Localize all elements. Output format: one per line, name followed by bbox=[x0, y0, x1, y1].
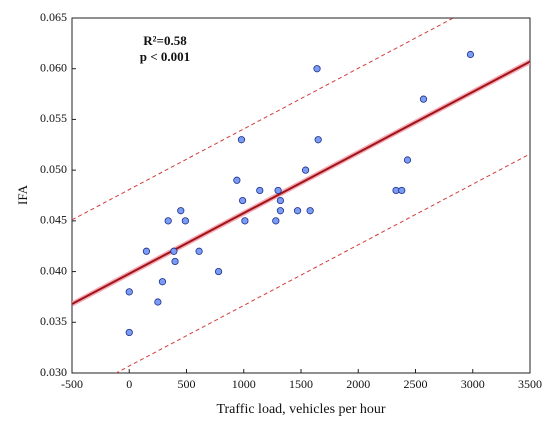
y-tick-label: 0.060 bbox=[40, 60, 67, 74]
point bbox=[237, 136, 246, 144]
point bbox=[171, 257, 179, 266]
x-tick-label: 3000 bbox=[461, 377, 485, 391]
point bbox=[466, 50, 475, 59]
x-tick-label: 500 bbox=[178, 377, 196, 391]
plot-frame bbox=[71, 17, 531, 374]
point bbox=[239, 196, 247, 205]
confidence-line bbox=[115, 153, 530, 373]
y-tick-label: 0.040 bbox=[40, 263, 67, 277]
point bbox=[272, 217, 280, 225]
confidence-line bbox=[72, 18, 455, 221]
point bbox=[314, 136, 322, 144]
x-tick-label: 2500 bbox=[404, 377, 428, 391]
point bbox=[313, 65, 321, 73]
point bbox=[195, 247, 203, 255]
x-tick-label: 2000 bbox=[346, 377, 370, 391]
x-tick-label: -500 bbox=[61, 377, 83, 391]
point bbox=[164, 217, 172, 225]
y-axis-label: IFA bbox=[15, 184, 30, 205]
point bbox=[276, 207, 284, 215]
x-tick-label: 1000 bbox=[232, 377, 256, 391]
point bbox=[233, 176, 241, 184]
point bbox=[274, 186, 282, 195]
point bbox=[181, 217, 189, 225]
y-tick-label: 0.030 bbox=[40, 365, 67, 379]
annotation: R²=0.58 bbox=[143, 33, 187, 48]
point bbox=[398, 186, 406, 195]
point bbox=[170, 247, 178, 255]
x-tick-label: 1500 bbox=[289, 377, 313, 391]
point bbox=[241, 217, 249, 225]
point bbox=[419, 95, 428, 103]
point bbox=[256, 186, 264, 195]
point bbox=[276, 196, 284, 205]
point bbox=[142, 247, 151, 255]
point bbox=[293, 207, 302, 215]
point bbox=[154, 298, 162, 306]
x-tick-label: 3500 bbox=[518, 377, 542, 391]
y-tick-label: 0.035 bbox=[40, 314, 67, 328]
point bbox=[403, 156, 412, 164]
fit-line bbox=[72, 60, 530, 305]
plot-area bbox=[72, 18, 530, 373]
y-tick-label: 0.055 bbox=[40, 111, 67, 125]
point bbox=[214, 267, 223, 276]
x-axis-label: Traffic load, vehicles per hour bbox=[216, 402, 385, 417]
annotation: p < 0.001 bbox=[140, 49, 190, 64]
point bbox=[306, 207, 314, 215]
y-tick-label: 0.065 bbox=[40, 10, 67, 24]
x-tick-label: 0 bbox=[126, 377, 132, 391]
point bbox=[177, 207, 185, 215]
point bbox=[125, 288, 133, 296]
point bbox=[158, 278, 167, 286]
point bbox=[301, 166, 310, 174]
y-tick-label: 0.050 bbox=[40, 162, 67, 176]
y-tick-label: 0.045 bbox=[40, 213, 67, 227]
point bbox=[125, 328, 133, 337]
